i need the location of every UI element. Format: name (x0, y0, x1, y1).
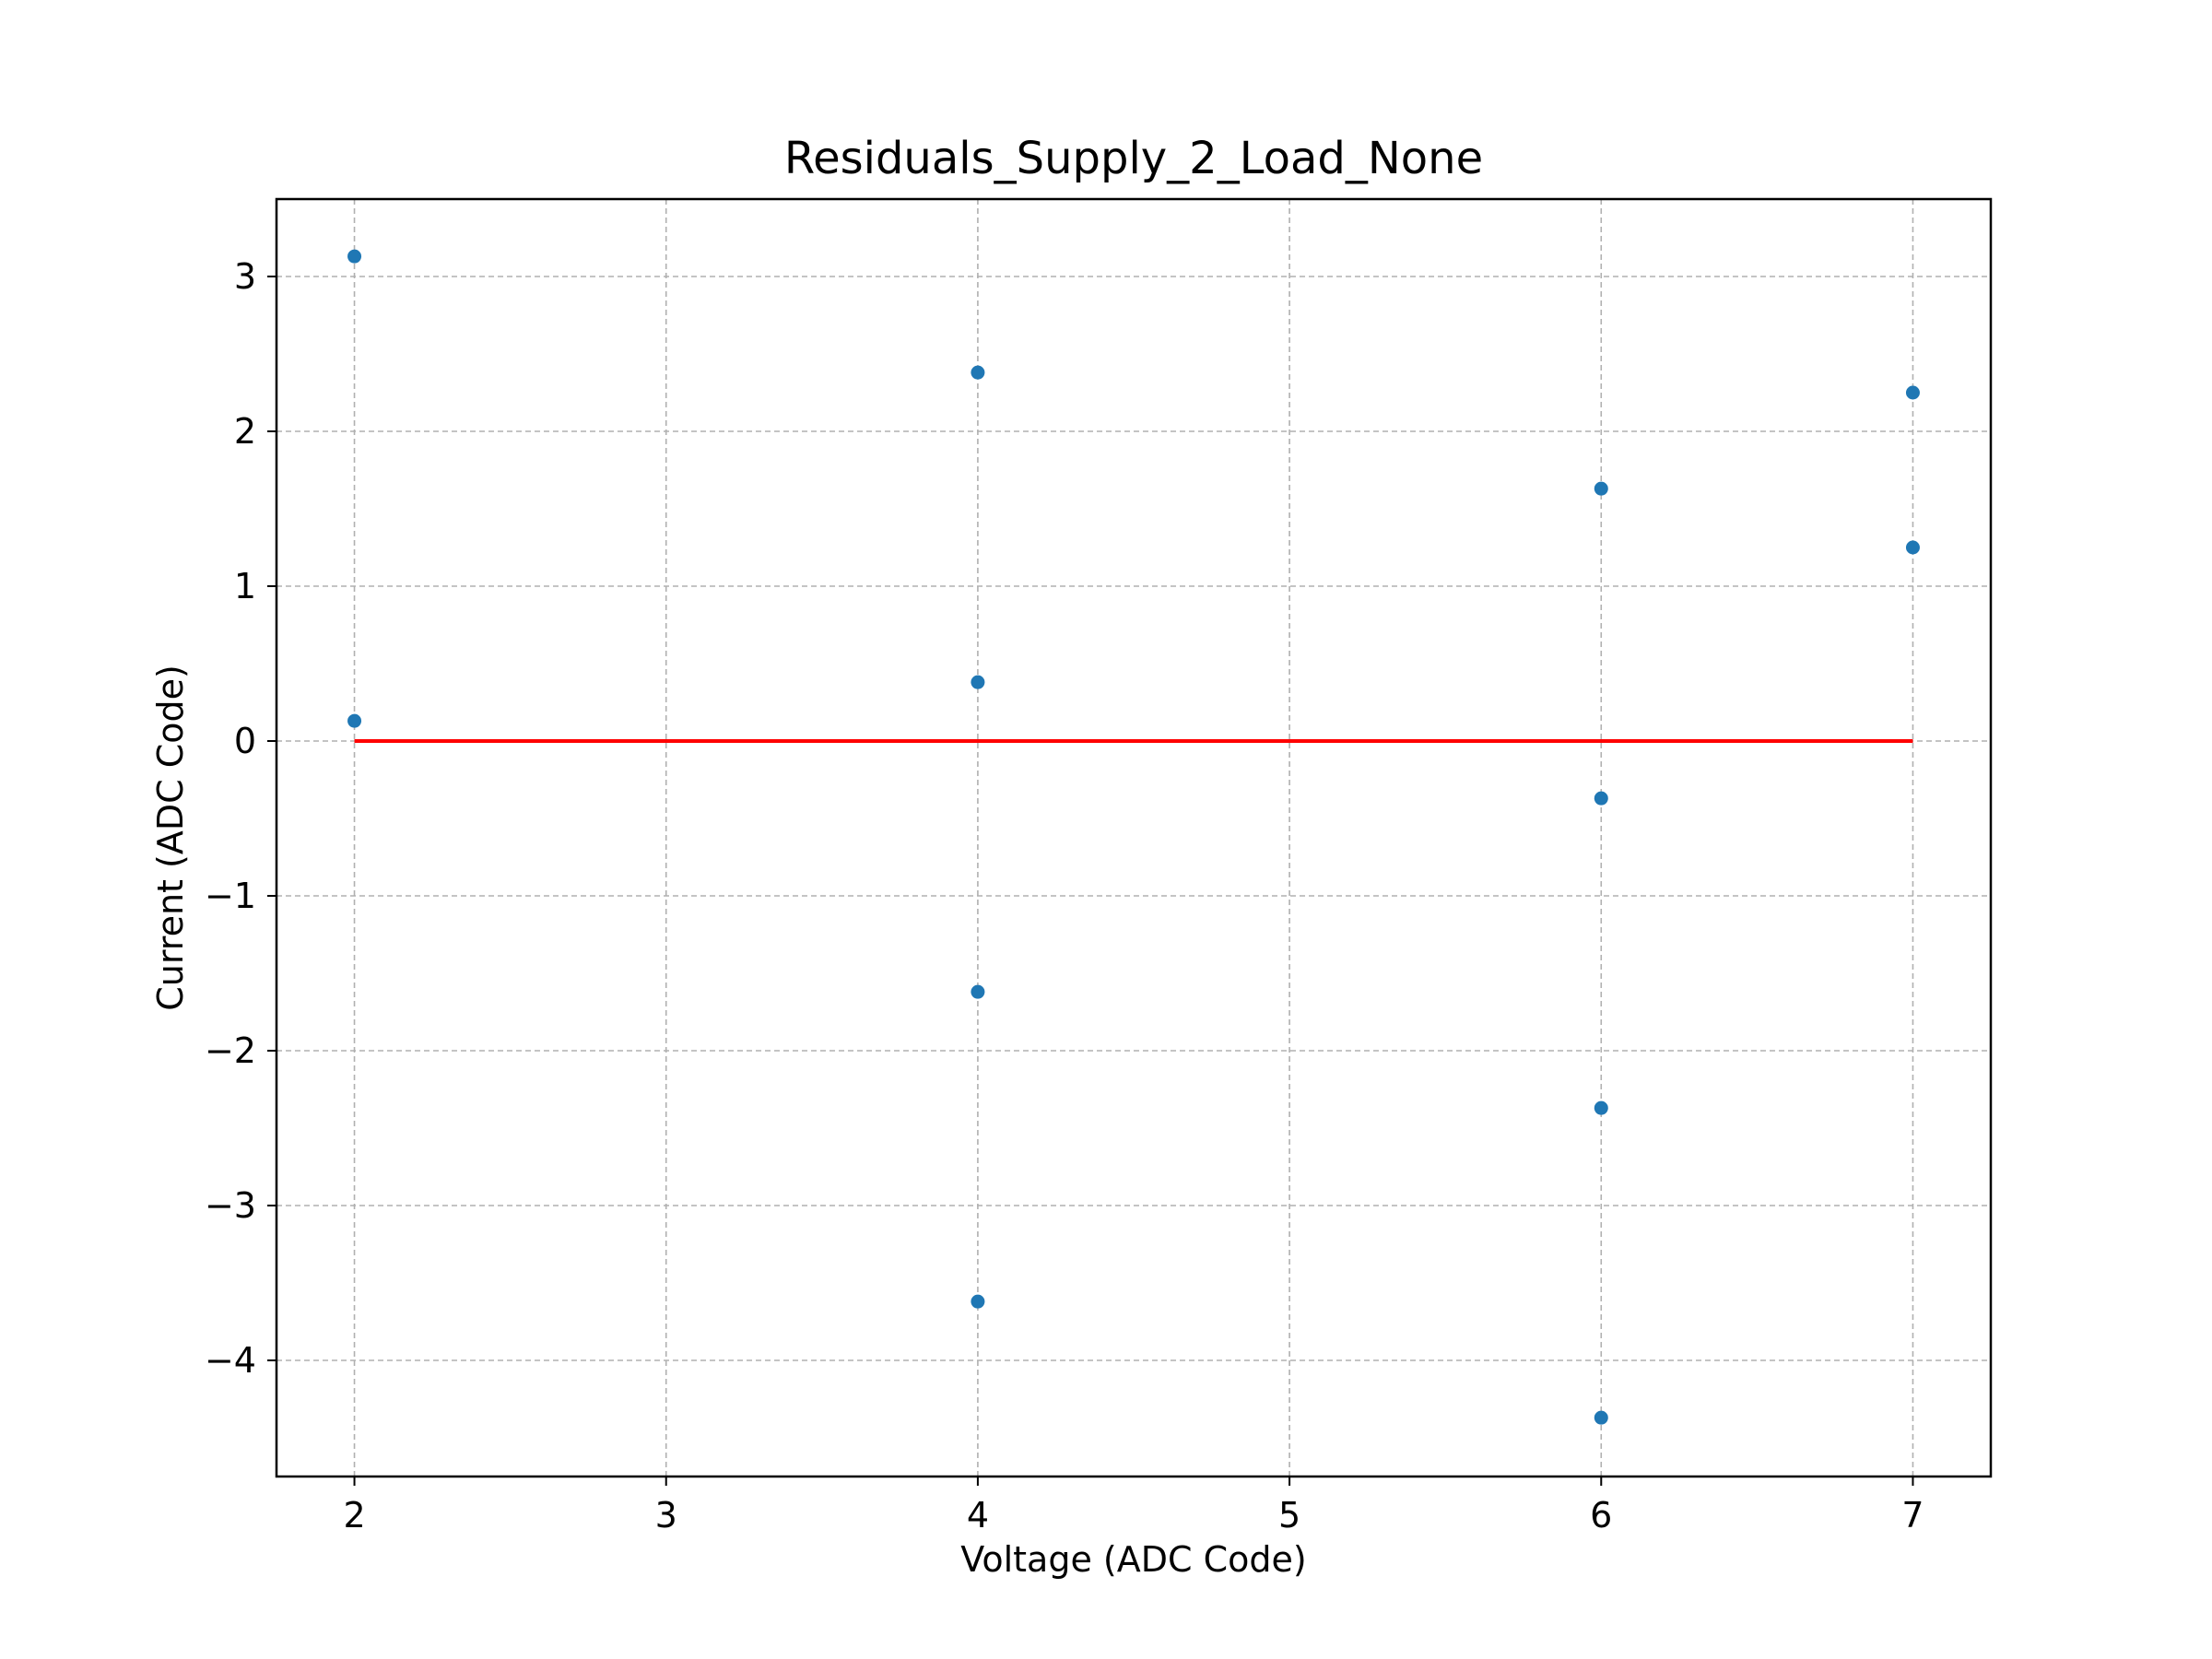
x-tick-label: 2 (343, 1495, 365, 1535)
y-axis-label: Current (ADC Code) (150, 665, 191, 1011)
y-tick-label: −4 (205, 1340, 256, 1381)
y-tick-label: 3 (234, 256, 256, 297)
data-point (1594, 791, 1608, 806)
axis-ticks: 2 3 4 5 6 7 3 2 1 0 −1 −2 −3 −4 (205, 256, 1924, 1535)
y-tick-label: 2 (234, 411, 256, 452)
data-point (971, 1294, 985, 1309)
x-tick-label: 4 (967, 1495, 989, 1535)
x-tick-label: 3 (655, 1495, 677, 1535)
data-point (1905, 385, 1920, 400)
data-point (347, 713, 362, 728)
x-tick-label: 6 (1590, 1495, 1612, 1535)
x-axis-label: Voltage (ADC Code) (960, 1539, 1306, 1580)
y-tick-label: −1 (205, 876, 256, 916)
data-point (971, 984, 985, 999)
x-tick-label: 5 (1278, 1495, 1300, 1535)
grid (276, 199, 1991, 1477)
y-tick-label: −3 (205, 1185, 256, 1226)
y-tick-label: 0 (234, 721, 256, 761)
y-tick-label: 1 (234, 566, 256, 606)
data-point (1594, 1410, 1608, 1425)
data-point (971, 365, 985, 380)
plot-frame (275, 197, 1993, 1478)
data-point (1905, 540, 1920, 555)
chart-title: Residuals_Supply_2_Load_None (784, 133, 1483, 184)
data-point (1594, 1100, 1608, 1115)
data-point (347, 249, 362, 264)
y-tick-label: −2 (205, 1030, 256, 1071)
x-tick-label: 7 (1901, 1495, 1924, 1535)
data-point (1594, 481, 1608, 496)
data-points (347, 249, 1920, 1425)
data-point (971, 675, 985, 689)
